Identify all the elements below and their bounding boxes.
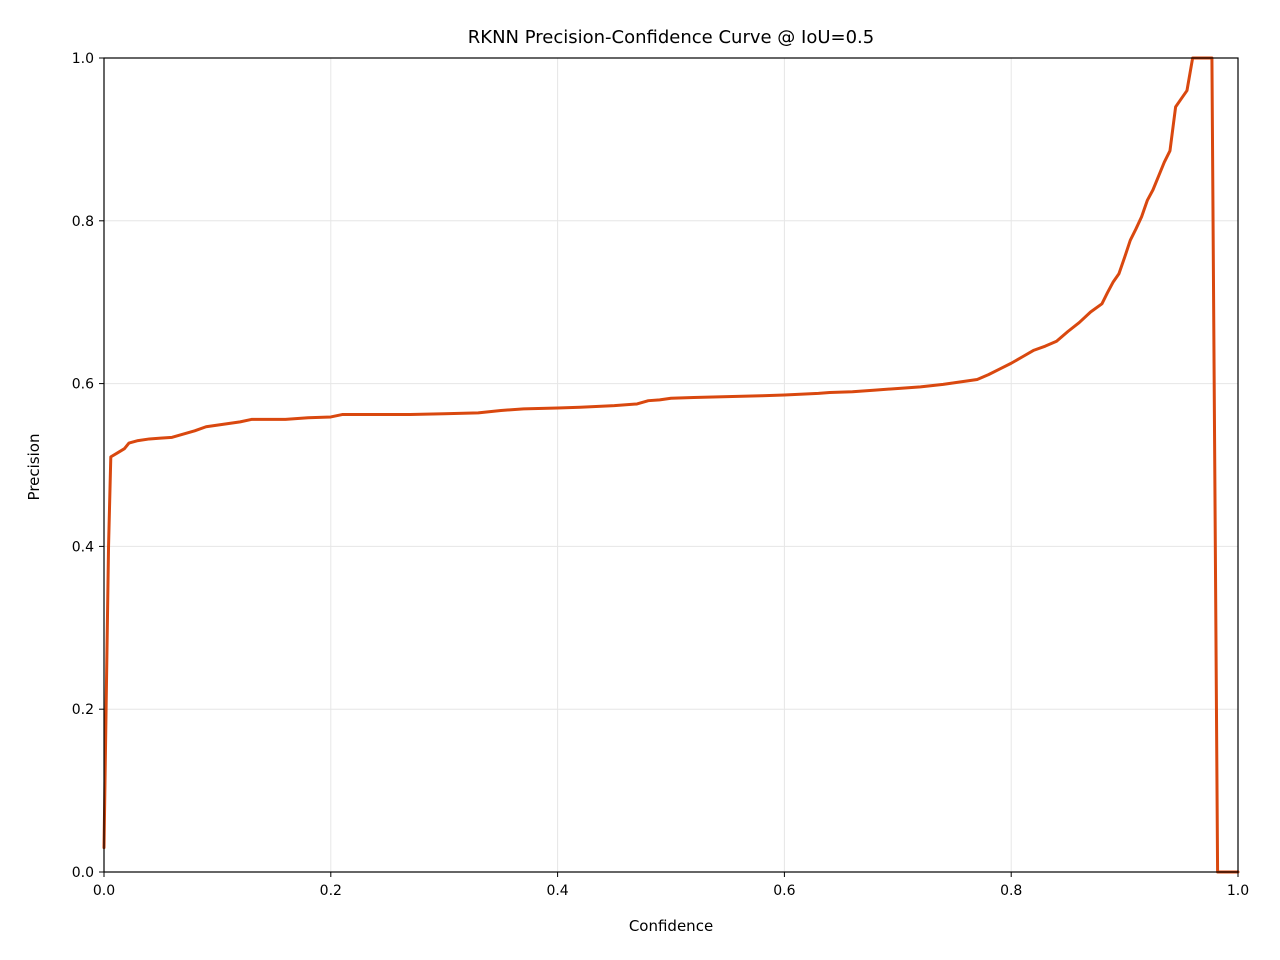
y-tick-label: 0.0 — [72, 865, 94, 881]
y-tick-label: 0.2 — [72, 702, 94, 718]
y-tick-label: 1.0 — [72, 51, 94, 67]
y-tick-label: 0.4 — [72, 539, 94, 555]
x-tick-label: 0.6 — [773, 883, 795, 899]
grid — [103, 57, 1239, 873]
x-tick-label: 0.8 — [1000, 883, 1022, 899]
y-axis-label: Precision — [25, 434, 43, 501]
chart-title: RKNN Precision-Confidence Curve @ IoU=0.… — [468, 27, 874, 48]
y-axis: 0.0 0.2 0.4 0.6 0.8 1.0 — [72, 51, 104, 881]
plot-frame — [103, 57, 1239, 873]
series-layer — [102, 56, 1240, 874]
y-tick-label: 0.6 — [72, 377, 94, 393]
precision-line — [102, 56, 1240, 874]
x-axis-label: Confidence — [629, 917, 713, 935]
x-tick-label: 0.0 — [93, 883, 115, 899]
x-axis: 0.0 0.2 0.4 0.6 0.8 1.0 — [93, 872, 1249, 899]
x-tick-label: 1.0 — [1227, 883, 1249, 899]
y-tick-label: 0.8 — [72, 214, 94, 230]
x-tick-label: 0.4 — [546, 883, 568, 899]
x-tick-label: 0.2 — [320, 883, 342, 899]
